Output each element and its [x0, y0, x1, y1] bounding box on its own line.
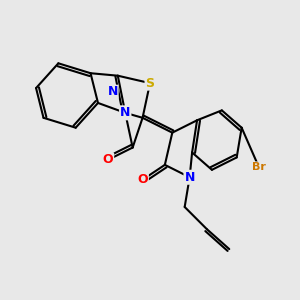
Text: O: O: [137, 173, 148, 186]
Text: Br: Br: [252, 162, 266, 172]
Text: N: N: [120, 106, 130, 119]
Text: N: N: [184, 171, 195, 184]
Text: S: S: [146, 76, 154, 90]
Text: O: O: [103, 153, 113, 167]
Text: N: N: [108, 85, 118, 98]
